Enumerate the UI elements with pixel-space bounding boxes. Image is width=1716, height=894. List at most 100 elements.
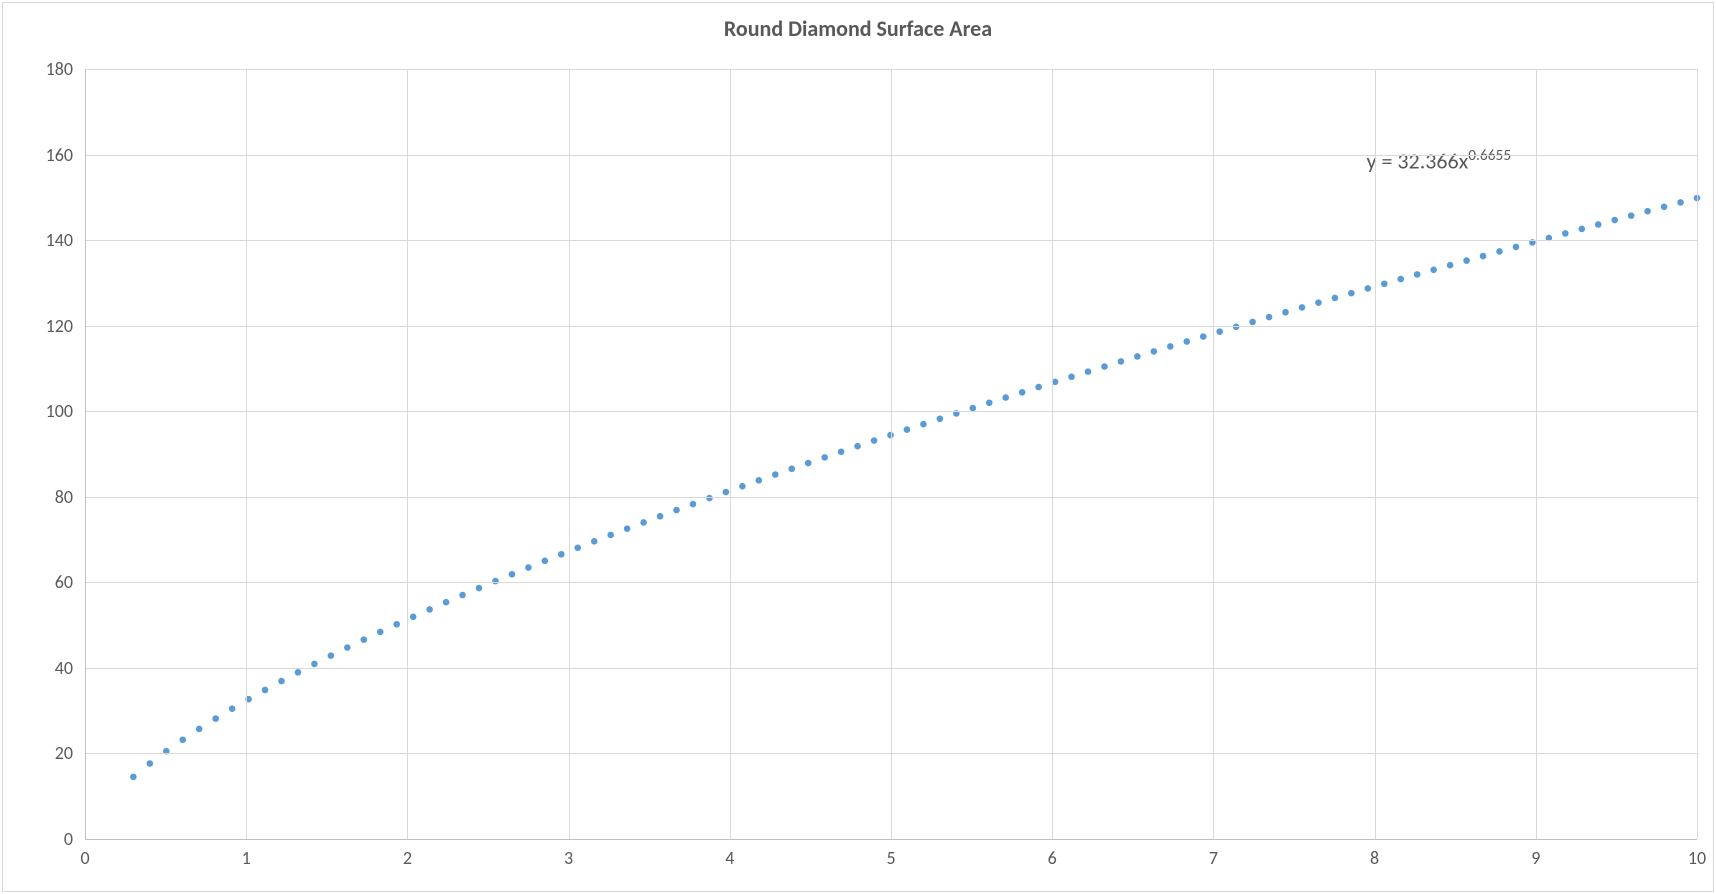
x-tick-label: 8: [1370, 847, 1379, 869]
x-tick-label: 1: [242, 847, 251, 869]
grid-line-horizontal: [85, 497, 1697, 498]
data-point: [1085, 368, 1092, 375]
data-point: [772, 471, 779, 478]
x-tick-label: 3: [564, 847, 573, 869]
data-point: [1463, 257, 1470, 264]
data-point: [525, 564, 532, 571]
y-tick-label: 40: [55, 657, 73, 679]
data-point: [920, 421, 927, 428]
data-point: [1118, 358, 1125, 365]
data-point: [574, 544, 581, 551]
data-point: [426, 606, 433, 613]
data-point: [476, 585, 483, 592]
data-point: [1513, 244, 1520, 251]
data-point: [1397, 276, 1404, 283]
data-point: [1414, 271, 1421, 278]
data-point: [196, 726, 203, 733]
data-point: [328, 652, 335, 659]
data-point: [492, 578, 499, 585]
data-point: [1447, 262, 1454, 269]
data-point: [723, 489, 730, 496]
data-point: [756, 477, 763, 484]
grid-line-vertical: [1052, 69, 1053, 839]
data-point: [1381, 280, 1388, 287]
data-point: [509, 571, 516, 578]
data-point: [1134, 353, 1141, 360]
data-point: [1019, 389, 1026, 396]
y-tick-label: 160: [46, 144, 73, 166]
data-point: [1644, 208, 1651, 215]
trendline-equation: y = 32.366x0.6655: [1367, 146, 1512, 174]
data-point: [1249, 319, 1256, 326]
data-point: [788, 465, 795, 472]
data-point: [1282, 309, 1289, 316]
data-point: [657, 513, 664, 520]
x-tick-label: 0: [80, 847, 89, 869]
y-tick-label: 140: [46, 229, 73, 251]
data-point: [854, 443, 861, 450]
data-point: [344, 644, 351, 651]
x-tick-label: 9: [1531, 847, 1540, 869]
data-point: [393, 621, 400, 628]
x-tick-label: 7: [1209, 847, 1218, 869]
y-tick-label: 100: [46, 400, 73, 422]
data-point: [986, 399, 993, 406]
data-point: [1480, 253, 1487, 260]
x-tick-label: 5: [886, 847, 895, 869]
x-tick-label: 4: [725, 847, 734, 869]
data-point: [229, 705, 236, 712]
grid-line-horizontal: [85, 668, 1697, 669]
data-point: [690, 501, 697, 508]
data-point: [1216, 328, 1223, 335]
data-point: [821, 454, 828, 461]
data-point: [739, 483, 746, 490]
data-point: [706, 495, 713, 502]
data-point: [1200, 333, 1207, 340]
data-point: [673, 507, 680, 514]
data-point: [1315, 299, 1322, 306]
data-point: [542, 558, 549, 565]
data-point: [1266, 314, 1273, 321]
data-point: [147, 760, 154, 767]
data-point: [443, 599, 450, 606]
data-point: [295, 669, 302, 676]
data-point: [1332, 295, 1339, 302]
grid-line-vertical: [1213, 69, 1214, 839]
grid-line-vertical: [1536, 69, 1537, 839]
data-point: [1348, 290, 1355, 297]
grid-line-vertical: [246, 69, 247, 839]
data-point: [1611, 217, 1618, 224]
data-point: [1002, 394, 1009, 401]
data-point: [1233, 323, 1240, 330]
chart-title: Round Diamond Surface Area: [3, 15, 1713, 42]
data-point: [1365, 285, 1372, 292]
grid-line-horizontal: [85, 69, 1697, 70]
grid-line-vertical: [1697, 69, 1698, 839]
grid-line-horizontal: [85, 753, 1697, 754]
grid-line-vertical: [569, 69, 570, 839]
data-point: [1299, 304, 1306, 311]
data-point: [838, 448, 845, 455]
y-tick-label: 0: [64, 828, 73, 850]
chart-container: Round Diamond Surface Area y = 32.366x0.…: [2, 2, 1714, 892]
data-point: [1167, 343, 1174, 350]
data-point: [624, 525, 631, 532]
data-point: [640, 519, 647, 526]
data-point: [1661, 204, 1668, 211]
y-tick-label: 180: [46, 58, 73, 80]
grid-line-vertical: [407, 69, 408, 839]
data-point: [459, 592, 466, 599]
data-point: [262, 687, 269, 694]
grid-line-vertical: [730, 69, 731, 839]
data-point: [1430, 267, 1437, 274]
grid-line-horizontal: [85, 582, 1697, 583]
data-point: [130, 774, 137, 781]
data-point: [1496, 248, 1503, 255]
trendline-equation-base: y = 32.366x: [1367, 147, 1469, 174]
data-point: [212, 715, 219, 722]
x-tick-label: 6: [1048, 847, 1057, 869]
data-point: [1628, 212, 1635, 219]
plot-area: y = 32.366x0.6655: [85, 69, 1697, 839]
data-point: [1101, 363, 1108, 370]
grid-line-horizontal: [85, 411, 1697, 412]
